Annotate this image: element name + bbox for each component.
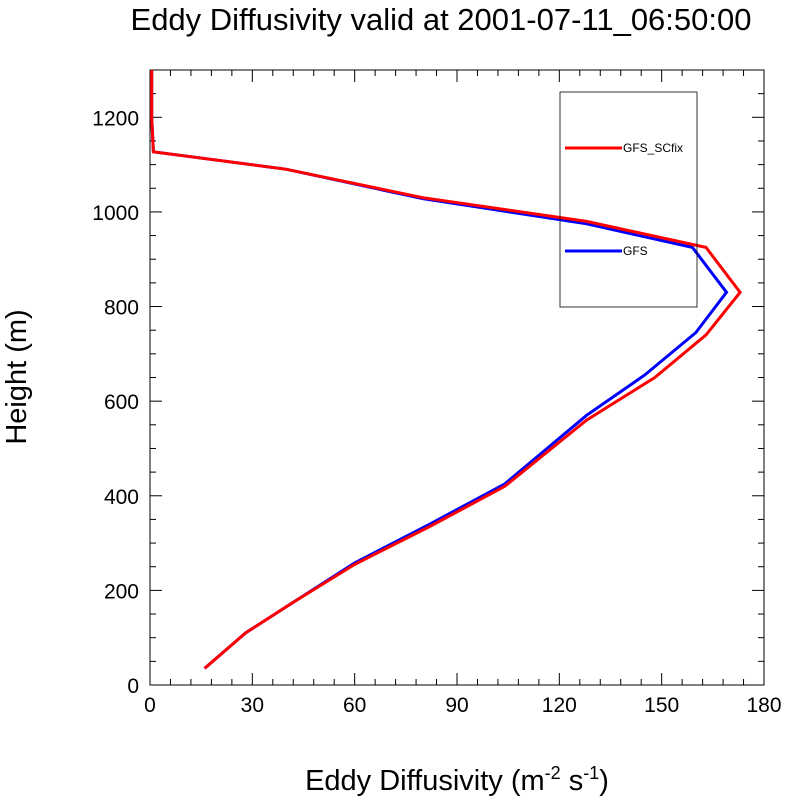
x-tick-label: 180	[746, 694, 781, 717]
x-tick-label: 30	[241, 694, 264, 717]
series-line-gfs	[150, 70, 729, 670]
y-tick-label: 400	[104, 486, 139, 509]
x-axis-title: Eddy Diffusivity (m-2 s-1)	[305, 763, 609, 797]
x-tick-label: 90	[445, 694, 468, 717]
y-tick-label: 800	[104, 297, 139, 320]
y-tick-label: 200	[104, 580, 139, 603]
axis-ticks	[149, 69, 765, 686]
series-lines	[150, 70, 743, 670]
x-tick-label: 120	[542, 694, 577, 717]
y-tick-label: 600	[104, 391, 139, 414]
x-tick-label: 0	[144, 694, 156, 717]
legend: GFS_SCfix GFS	[559, 91, 698, 308]
x-tick-labels: 0 30 60 90 120 150 180	[144, 694, 781, 717]
y-tick-label: 1000	[92, 202, 139, 225]
y-tick-label: 1200	[92, 107, 139, 130]
x-tick-label: 150	[644, 694, 679, 717]
legend-label-gfs-scfix: GFS_SCfix	[623, 141, 683, 155]
chart-title: Eddy Diffusivity valid at 2001-07-11_06:…	[131, 2, 752, 37]
y-axis-title: Height (m)	[1, 309, 33, 444]
y-tick-labels: 0 200 400 600 800 1000 1200	[92, 107, 139, 698]
legend-box	[559, 91, 698, 308]
series-line-gfs-scfix	[150, 70, 743, 670]
y-tick-label: 0	[127, 675, 139, 698]
legend-label-gfs: GFS	[623, 244, 648, 258]
x-tick-label: 60	[343, 694, 366, 717]
